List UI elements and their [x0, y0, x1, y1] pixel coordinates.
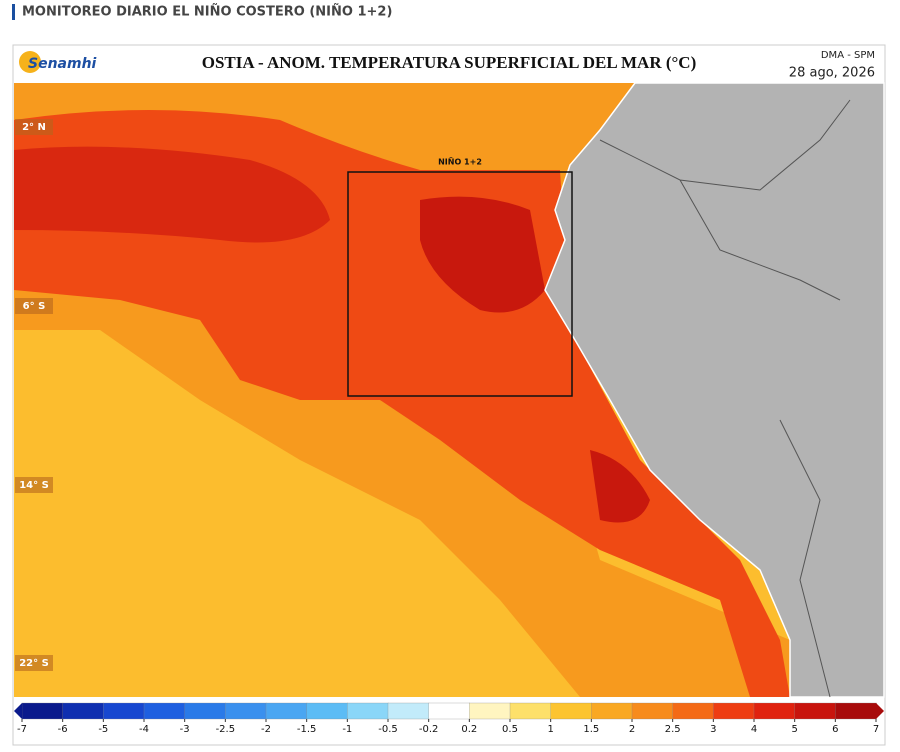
- tick-label: -2.5: [216, 724, 236, 735]
- color-bin: [103, 702, 145, 720]
- tick-label: 1.5: [583, 724, 599, 735]
- tick-label: 1: [547, 724, 553, 735]
- color-bin: [62, 702, 104, 720]
- lat-labels: 2° N 6° S 14° S 22° S: [15, 119, 53, 671]
- color-bin: [509, 702, 552, 720]
- color-bin: [387, 702, 430, 720]
- tick-label: -3: [180, 724, 190, 735]
- color-bin: [591, 702, 633, 720]
- lat-box: [15, 477, 53, 493]
- color-bin: [143, 702, 186, 720]
- color-bin: [225, 702, 267, 720]
- lat-label: 6° S: [23, 301, 46, 312]
- color-bin: [469, 702, 511, 720]
- tick-label: -1.5: [297, 724, 317, 735]
- nino-label: NIÑO 1+2: [438, 157, 482, 167]
- tick-label: 0.5: [502, 724, 518, 735]
- nino-box: [347, 171, 573, 397]
- ocean-hot: [14, 110, 790, 697]
- color-bin: [428, 702, 470, 720]
- tick-label: 7: [873, 724, 879, 735]
- tick-label: -1: [342, 724, 352, 735]
- extend-low: [14, 703, 22, 719]
- tick-label: 6: [832, 724, 838, 735]
- tick-label: 5: [791, 724, 797, 735]
- tick-label: -4: [139, 724, 149, 735]
- logo-sun: [19, 51, 41, 73]
- tick-label: -5: [98, 724, 108, 735]
- tick-label: -0.2: [419, 724, 439, 735]
- color-bin: [550, 702, 592, 720]
- tick-label: 2: [629, 724, 635, 735]
- colorbar: -7 -6 -5 -4 -3 -2.5 -2 -1.5 -1 -0.5 -0.2 0.2 0.5 1 1.5…: [14, 702, 884, 735]
- lat-box: [15, 119, 53, 135]
- color-bin: [184, 702, 226, 720]
- tick-label: -0.5: [378, 724, 398, 735]
- land: [544, 82, 885, 698]
- header-bar: [12, 4, 15, 20]
- tick-label: -2: [261, 724, 271, 735]
- map-date: 28 ago, 2026: [789, 66, 875, 81]
- color-bin: [794, 702, 836, 720]
- tick-label: 2.5: [665, 724, 681, 735]
- lat-box: [15, 298, 53, 314]
- color-bin: [21, 702, 64, 720]
- color-bin: [306, 702, 348, 720]
- color-bin: [713, 702, 755, 720]
- map-title: OSTIA - ANOM. TEMPERATURA SUPERFICIAL DE…: [202, 53, 697, 72]
- tick-label: -7: [17, 724, 27, 735]
- color-bin: [347, 702, 389, 720]
- tick-label: -6: [58, 724, 68, 735]
- map-area: NIÑO 1+2: [14, 82, 885, 698]
- map-source: DMA - SPM: [821, 50, 875, 61]
- color-bin: [631, 702, 674, 720]
- tick-label: 3: [710, 724, 716, 735]
- tick-label: 0.2: [461, 724, 477, 735]
- ocean-hot-core: [14, 146, 330, 243]
- tick-label: 4: [751, 724, 757, 735]
- color-bin: [265, 702, 308, 720]
- ocean-hottest: [420, 196, 650, 523]
- color-bin: [835, 702, 877, 720]
- extend-high: [876, 703, 884, 719]
- color-bin: [753, 702, 796, 720]
- lat-label: 22° S: [19, 658, 49, 669]
- logo-text: Senamhi: [28, 56, 97, 72]
- color-bin: [672, 702, 714, 720]
- header-title: MONITOREO DIARIO EL NIÑO COSTERO (NIÑO 1…: [22, 4, 392, 20]
- lat-label: 2° N: [22, 122, 46, 133]
- lat-label: 14° S: [19, 480, 49, 491]
- lat-box: [15, 655, 53, 671]
- borders: [599, 99, 851, 698]
